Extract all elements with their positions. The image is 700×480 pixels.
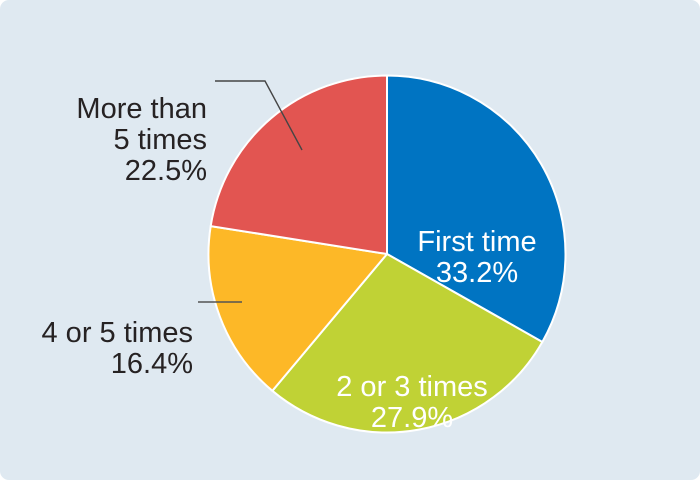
- pie-slice-more-than-5-times: [209, 74, 388, 255]
- slice-percent-text: 16.4%: [110, 348, 193, 380]
- pie-slice-first-time: [386, 74, 567, 343]
- slice-label-more-than-5-times: More than 5 times 22.5%: [76, 63, 207, 218]
- slice-percent-text: 22.5%: [124, 155, 207, 187]
- slice-label-text: More than 5 times: [76, 93, 207, 156]
- leader-line-more-than-5-times: [215, 80, 303, 151]
- pie-slice-4-or-5-times: [207, 225, 388, 392]
- slice-label-first-time: First time 33.2%: [417, 196, 536, 320]
- slice-percent-text: 33.2%: [435, 257, 519, 289]
- pie-slice-2-or-3-times: [271, 253, 544, 434]
- slice-percent-text: 27.9%: [370, 402, 454, 434]
- pie-slices-group: [207, 74, 567, 434]
- slice-label-text: First time: [417, 226, 537, 258]
- slice-label-text: 2 or 3 times: [336, 371, 488, 403]
- slice-label-2-or-3-times: 2 or 3 times 27.9%: [336, 341, 488, 465]
- slice-label-text: 4 or 5 times: [41, 317, 194, 349]
- slice-label-4-or-5-times: 4 or 5 times 16.4%: [42, 287, 194, 411]
